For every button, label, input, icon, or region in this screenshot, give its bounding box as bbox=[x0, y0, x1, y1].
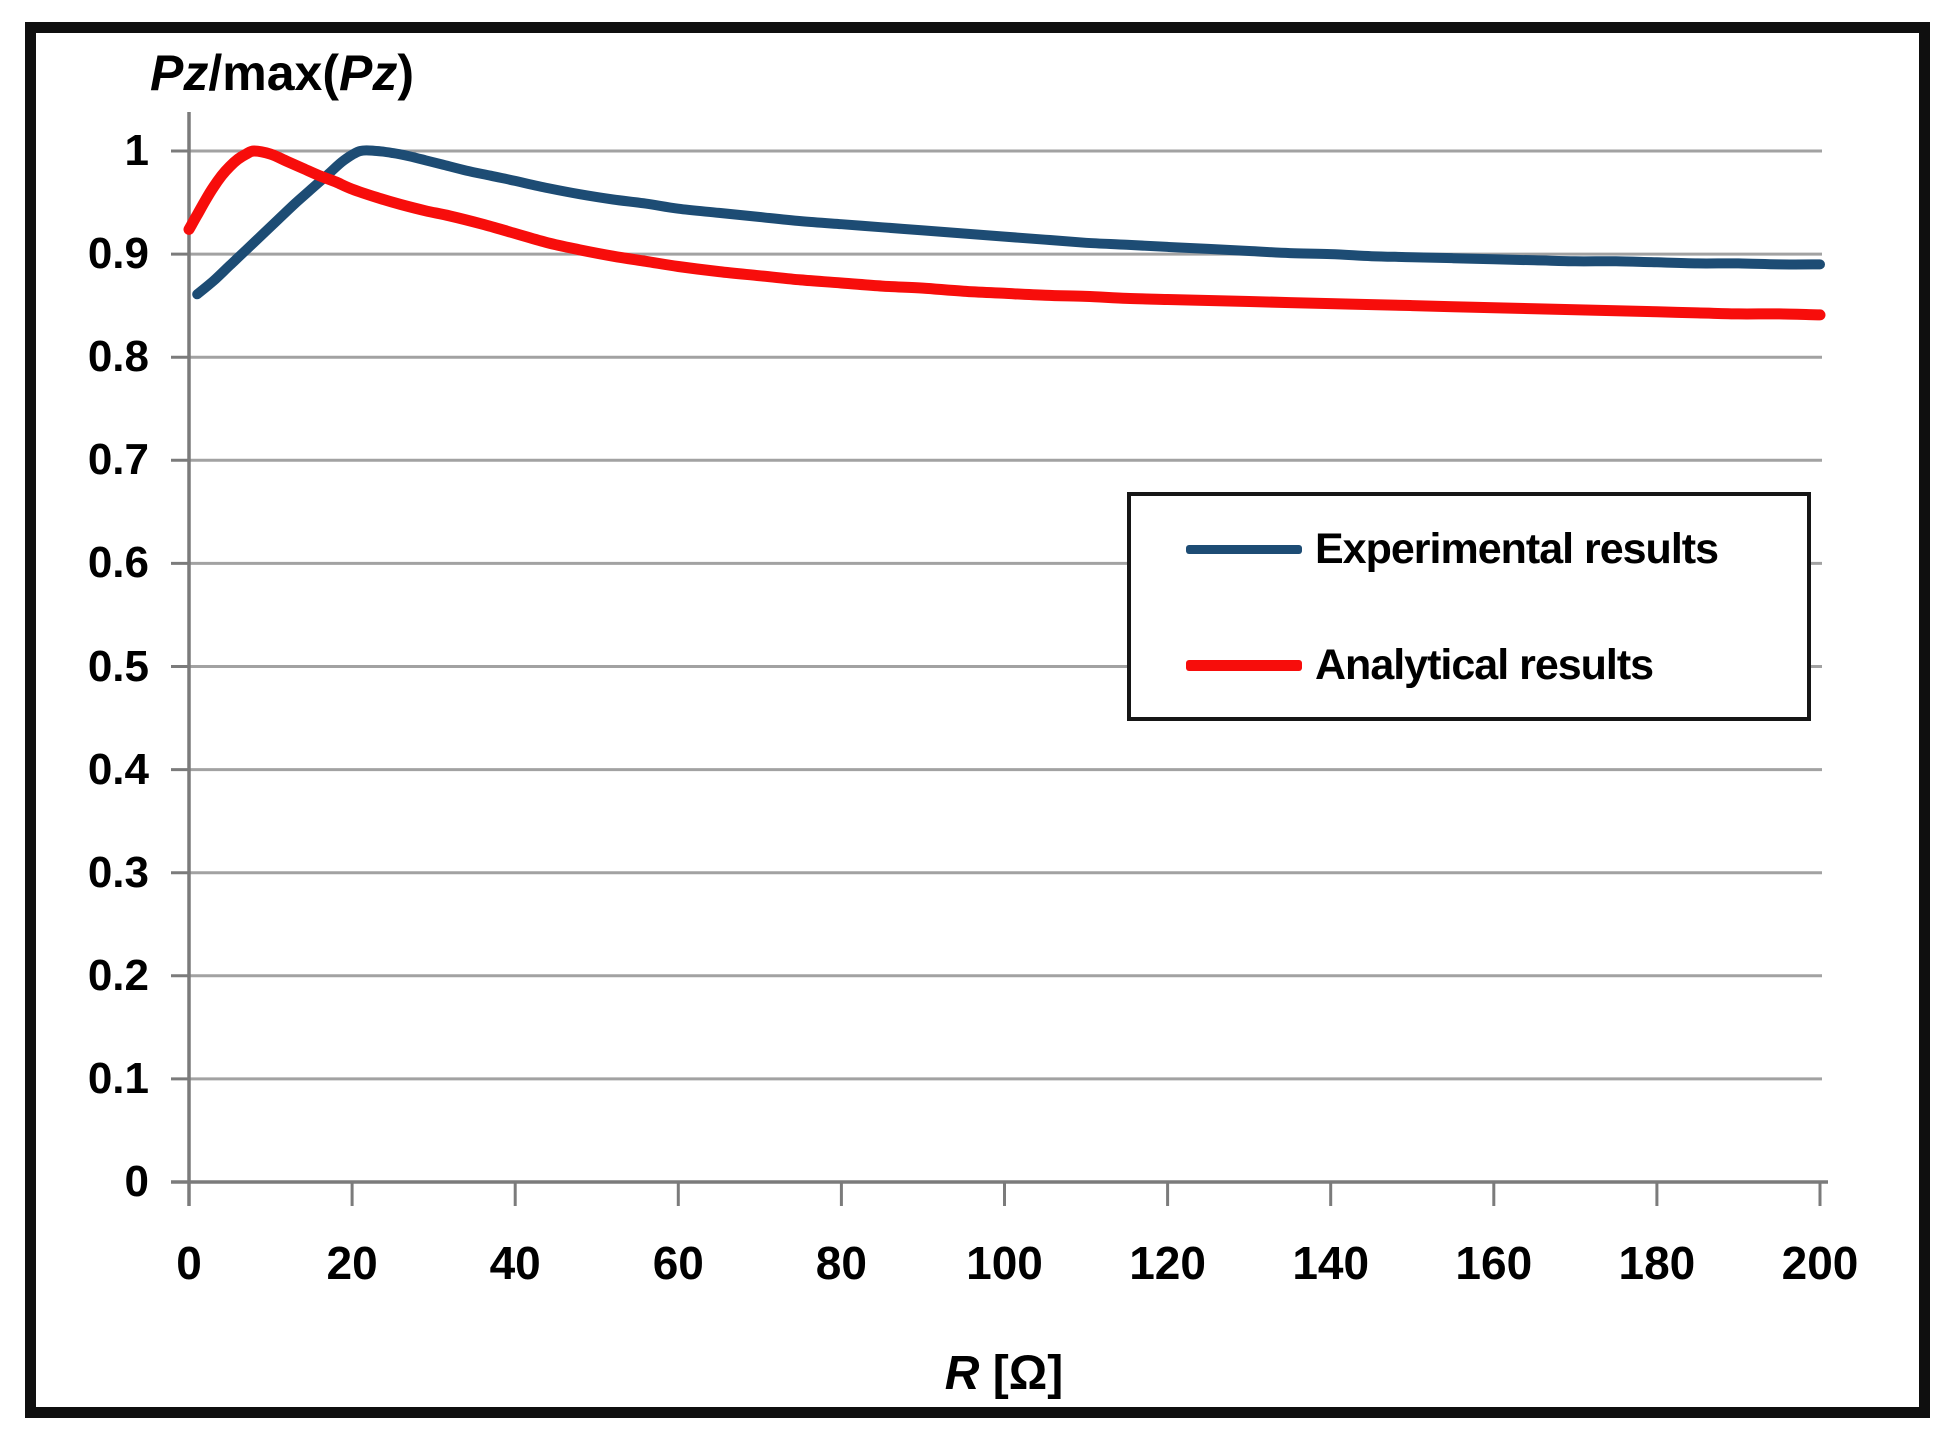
series-line-0 bbox=[192, 145, 1825, 300]
title-segment: R bbox=[944, 1347, 980, 1400]
y-tick-label-0: 0 bbox=[124, 1157, 149, 1206]
y-tick-label-0.8: 0.8 bbox=[87, 332, 149, 382]
x-tick-label-80: 80 bbox=[815, 1237, 867, 1289]
legend-line-sample-analytical bbox=[1186, 659, 1302, 671]
legend-entry-experimental: Experimental results bbox=[1131, 517, 1807, 581]
title-segment: Pz bbox=[150, 45, 209, 101]
y-tick-label-0.3: 0.3 bbox=[87, 847, 149, 897]
x-tick-label-200: 200 bbox=[1781, 1237, 1859, 1289]
x-tick-label-100: 100 bbox=[966, 1237, 1043, 1289]
title-segment: ) bbox=[397, 45, 414, 101]
series-lines bbox=[183, 145, 1826, 321]
legend-label-analytical: Analytical results bbox=[1315, 640, 1654, 689]
series-line-1 bbox=[183, 145, 1826, 321]
x-tick-label-60: 60 bbox=[652, 1237, 704, 1289]
title-segment: [Ω] bbox=[979, 1347, 1064, 1400]
title-segment: /max( bbox=[208, 45, 339, 101]
y-axis-title: Pz/max(Pz) bbox=[150, 46, 414, 101]
x-tick-label-140: 140 bbox=[1292, 1237, 1370, 1289]
legend-label-experimental: Experimental results bbox=[1315, 524, 1719, 573]
x-tick-label-160: 160 bbox=[1455, 1237, 1533, 1289]
legend-line-sample-experimental bbox=[1186, 544, 1302, 554]
x-axis-title: R [Ω] bbox=[804, 1346, 1204, 1401]
y-tick-label-1: 1 bbox=[124, 126, 149, 175]
x-tick-label-120: 120 bbox=[1129, 1237, 1206, 1289]
y-tick-label-0.5: 0.5 bbox=[87, 641, 149, 691]
legend: Experimental results Analytical results bbox=[1127, 492, 1811, 721]
x-tick-label-40: 40 bbox=[489, 1237, 541, 1289]
y-tick-label-0.7: 0.7 bbox=[87, 435, 149, 485]
x-tick-label-0: 0 bbox=[176, 1237, 202, 1289]
y-tick-label-0.4: 0.4 bbox=[87, 744, 149, 794]
y-tick-label-0.2: 0.2 bbox=[87, 950, 149, 1000]
y-tick-label-0.6: 0.6 bbox=[87, 538, 149, 588]
axis-tick-marks bbox=[171, 149, 1822, 1206]
y-tick-label-0.9: 0.9 bbox=[87, 229, 149, 279]
axis-lines bbox=[171, 112, 1828, 1206]
x-tick-label-20: 20 bbox=[326, 1237, 378, 1289]
y-tick-label-0.1: 0.1 bbox=[87, 1053, 149, 1103]
x-tick-label-180: 180 bbox=[1618, 1237, 1696, 1289]
legend-entry-analytical: Analytical results bbox=[1131, 633, 1807, 697]
title-segment: Pz bbox=[338, 45, 398, 101]
